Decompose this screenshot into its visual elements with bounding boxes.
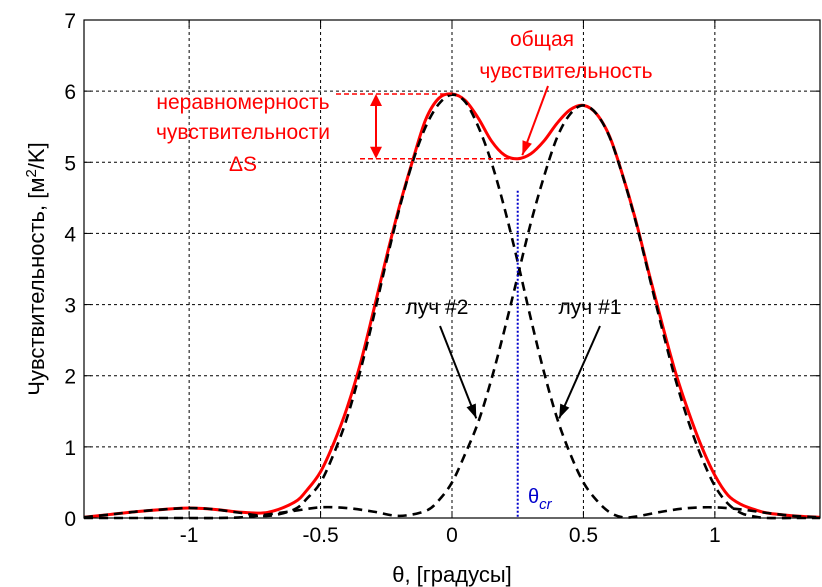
y-tick-label: 5 [64,152,76,175]
ripple-label-line1: неравномерность [156,91,329,114]
y-tick-label: 2 [64,366,76,389]
y-tick-label: 7 [64,10,76,33]
y-tick-label: 0 [64,508,76,531]
ripple-arrowhead-bottom [370,146,382,159]
total-label-line1: общая [510,28,574,51]
x-tick-label: -1 [180,524,199,547]
theta-cr-label: θcr [528,486,553,513]
beam2-arrow-head [466,403,477,419]
beam1-arrow-shaft [558,325,601,419]
x-axis-label: θ, [градусы] [392,562,512,587]
y-tick-label: 4 [64,223,76,246]
annotation-layer [336,85,601,518]
series-layer [83,92,821,520]
y-axis-label-main: Чувствительность, [м [24,178,49,396]
x-tick-label: 0 [446,524,458,547]
y-tick-label: 1 [64,437,76,460]
beam2-arrow-shaft [439,325,478,419]
series-line-3 [83,92,821,519]
beam1-label: луч #1 [559,296,622,319]
beam1-arrow-head [559,403,570,419]
y-axis-label: Чувствительность, [м2/K] [23,142,49,395]
x-tick-label: 1 [709,524,721,547]
theta-cr-sub: cr [539,496,553,513]
theta-cr-main: θ [528,486,539,508]
total-arrow-head [522,140,532,156]
y-axis-label-tail: /K] [24,142,49,169]
y-tick-label: 6 [64,81,76,104]
beam2-label: луч #2 [406,296,469,319]
series-line-2 [84,104,820,520]
ripple-arrowhead-top [370,93,382,106]
grid [84,20,820,518]
y-axis-label-sup: 2 [23,169,40,177]
axis-ticks: -1 -0.5 0 0.5 1 0 1 2 3 4 5 6 7 [64,10,820,547]
x-tick-label: 0.5 [569,524,598,547]
ripple-label-delta: ΔS [229,153,257,176]
ripple-label-line2: чувствительности [156,121,330,144]
y-tick-label: 3 [64,295,76,318]
total-label-line2: чувствительность [479,60,652,83]
x-tick-label: -0.5 [302,524,338,547]
